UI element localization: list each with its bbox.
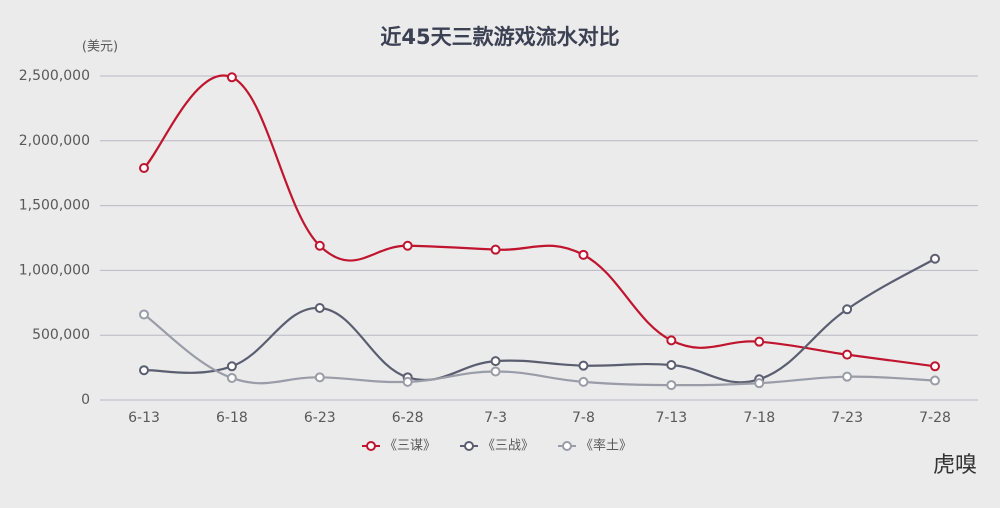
data-point [314, 302, 325, 313]
x-tick-label: 7-23 [831, 410, 863, 426]
data-point [930, 361, 940, 372]
data-point [666, 335, 677, 346]
x-tick-label: 7-28 [919, 410, 951, 426]
data-point [842, 371, 853, 382]
series-line [143, 74, 936, 368]
series-line [143, 257, 936, 384]
data-point [226, 361, 237, 372]
data-point [226, 72, 237, 83]
x-tick-label: 6-28 [392, 410, 424, 426]
data-point [578, 249, 589, 260]
data-point [226, 372, 237, 383]
data-point [402, 240, 413, 251]
y-tick-label: 500,000 [32, 327, 90, 343]
data-point [139, 163, 149, 174]
data-point [490, 366, 501, 377]
legend-label: 《三战》 [482, 439, 534, 454]
x-tick-label: 6-13 [128, 410, 160, 426]
data-point [666, 380, 677, 391]
series-line [143, 313, 936, 387]
legend-marker [562, 441, 572, 451]
data-point [402, 376, 413, 387]
data-point [490, 356, 501, 367]
data-point [754, 378, 765, 389]
y-tick-label: 1,000,000 [19, 262, 90, 278]
data-point [930, 375, 940, 386]
data-point [314, 240, 325, 251]
data-point [139, 365, 149, 376]
chart-title: 近45天三款游戏流水对比 [380, 25, 619, 49]
legend-marker [366, 441, 376, 451]
x-tick-label: 6-23 [304, 410, 336, 426]
x-tick-label: 7-8 [572, 410, 595, 426]
data-point [842, 304, 853, 315]
legend-marker [464, 441, 474, 451]
x-tick-label: 7-3 [484, 410, 507, 426]
x-tick-label: 7-13 [655, 410, 687, 426]
data-point [842, 349, 853, 360]
legend-label: 《率土》 [580, 438, 632, 454]
data-point [930, 253, 940, 264]
y-tick-label: 2,000,000 [19, 133, 90, 149]
x-tick-label: 6-18 [216, 410, 248, 426]
y-unit: (美元) [82, 40, 118, 55]
legend-label: 《三谋》 [384, 439, 436, 454]
y-tick-label: 1,500,000 [19, 198, 90, 214]
data-point [666, 360, 677, 371]
watermark: 虎嗅 [933, 453, 977, 478]
data-point [754, 336, 765, 347]
data-point [314, 372, 325, 383]
data-point [490, 244, 501, 255]
data-point [578, 360, 589, 371]
y-tick-label: 0 [81, 392, 90, 408]
x-tick-label: 7-18 [743, 410, 775, 426]
y-tick-label: 2,500,000 [19, 68, 90, 84]
data-point [139, 309, 149, 320]
data-point [578, 376, 589, 387]
